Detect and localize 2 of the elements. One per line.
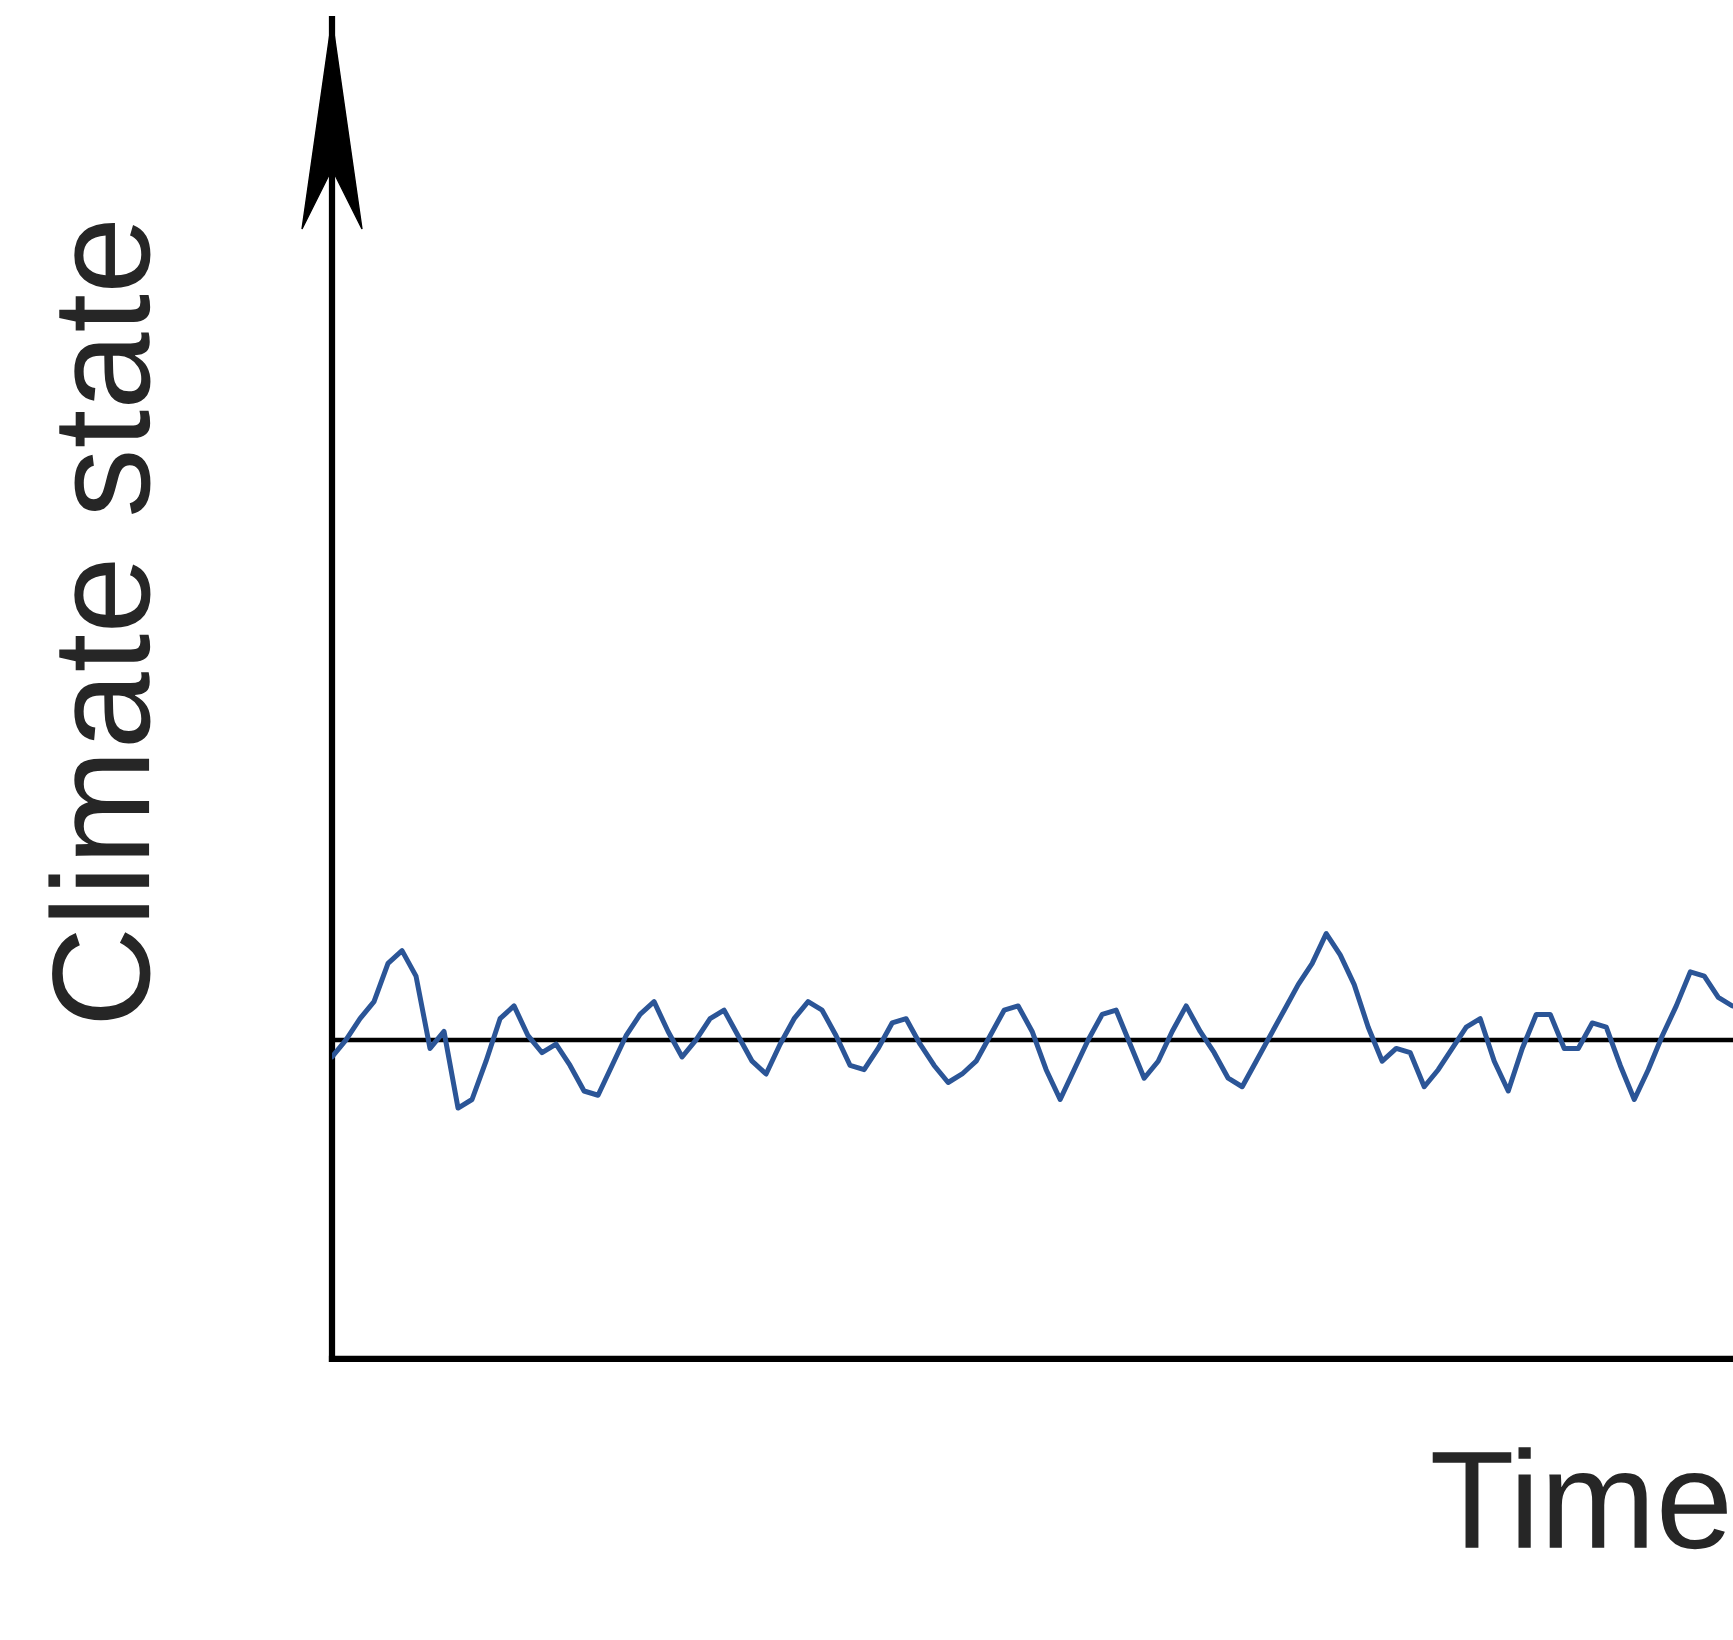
x-axis-title: Time bbox=[1432, 1447, 1727, 1550]
y-axis-title: Climate state bbox=[48, 222, 151, 1021]
